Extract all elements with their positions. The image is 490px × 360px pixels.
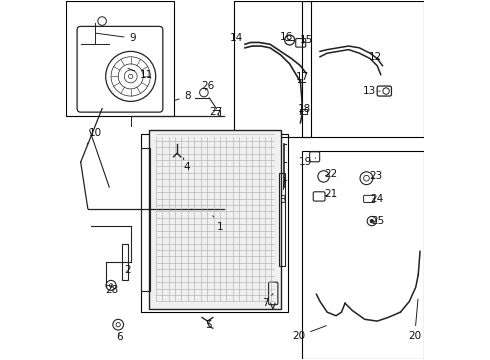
Text: 16: 16 — [280, 32, 293, 42]
Bar — [142, 134, 288, 312]
Text: 20: 20 — [292, 326, 326, 341]
Text: 17: 17 — [296, 72, 310, 82]
Circle shape — [370, 219, 373, 223]
Text: 14: 14 — [230, 33, 243, 43]
Text: 28: 28 — [105, 285, 119, 295]
Text: 12: 12 — [368, 53, 382, 63]
Bar — [234, 1, 311, 137]
Bar — [142, 148, 150, 291]
Text: 11: 11 — [128, 68, 153, 80]
Bar — [302, 152, 424, 359]
Bar — [302, 1, 424, 137]
Bar — [148, 130, 281, 309]
Text: 25: 25 — [371, 216, 385, 226]
Text: 18: 18 — [297, 104, 311, 114]
Text: 4: 4 — [183, 158, 190, 172]
Bar — [122, 244, 128, 280]
Text: 27: 27 — [209, 107, 222, 117]
Text: 1: 1 — [213, 216, 223, 232]
Text: 7: 7 — [263, 294, 273, 308]
Text: 15: 15 — [300, 35, 313, 45]
Text: 13: 13 — [363, 86, 380, 96]
Text: 24: 24 — [370, 194, 384, 203]
Bar — [300, 109, 307, 114]
Text: 22: 22 — [324, 168, 337, 179]
Text: 21: 21 — [324, 189, 337, 199]
Text: 20: 20 — [408, 299, 421, 341]
Text: 19: 19 — [299, 157, 316, 167]
Text: 9: 9 — [96, 33, 136, 43]
Text: 5: 5 — [205, 320, 212, 330]
Text: 10: 10 — [87, 128, 102, 144]
Bar — [279, 173, 285, 266]
Text: 26: 26 — [201, 81, 215, 91]
Text: 8: 8 — [174, 91, 191, 101]
Bar — [66, 1, 173, 116]
Text: 6: 6 — [116, 332, 122, 342]
Text: 2: 2 — [124, 262, 130, 275]
Text: 3: 3 — [279, 177, 286, 205]
Text: 23: 23 — [369, 171, 383, 181]
